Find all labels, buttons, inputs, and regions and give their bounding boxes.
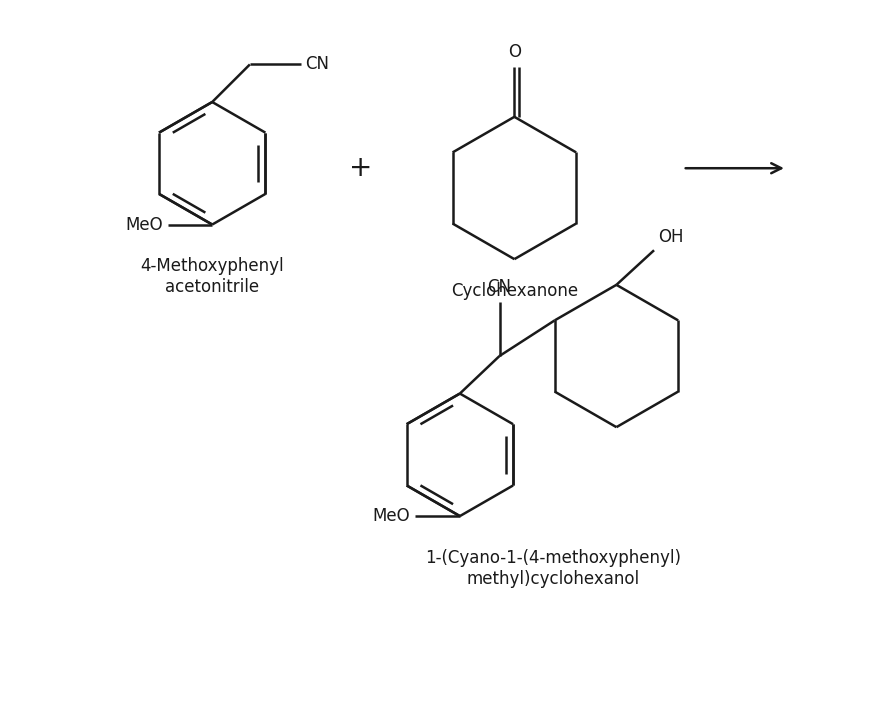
Text: MeO: MeO: [372, 507, 409, 525]
Text: Cyclohexanone: Cyclohexanone: [451, 282, 578, 300]
Text: MeO: MeO: [125, 215, 163, 233]
Text: 1-(Cyano-1-(4-methoxyphenyl)
methyl)cyclohexanol: 1-(Cyano-1-(4-methoxyphenyl) methyl)cycl…: [425, 549, 680, 587]
Text: O: O: [507, 43, 520, 61]
Text: CN: CN: [305, 55, 329, 73]
Text: OH: OH: [657, 228, 683, 246]
Text: 4-Methoxyphenyl
acetonitrile: 4-Methoxyphenyl acetonitrile: [140, 257, 283, 296]
Text: +: +: [349, 154, 372, 182]
Text: CN: CN: [487, 278, 511, 296]
